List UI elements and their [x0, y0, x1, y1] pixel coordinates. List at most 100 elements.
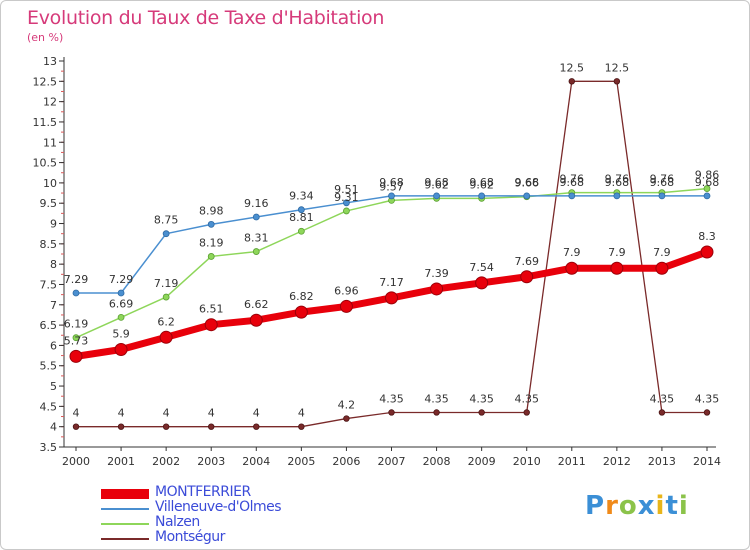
x-tick-label: 2007 — [378, 455, 406, 468]
logo-letter: i — [678, 491, 689, 521]
data-label: 6.19 — [64, 318, 89, 331]
data-point — [388, 192, 395, 200]
x-tick-label: 2012 — [603, 455, 631, 468]
legend-swatch — [101, 489, 149, 499]
data-point — [69, 349, 83, 363]
x-tick-label: 2006 — [332, 455, 360, 468]
data-point — [523, 409, 530, 416]
data-label: 8.31 — [244, 232, 269, 245]
chart-title: Evolution du Taux de Taxe d'Habitation — [27, 7, 385, 29]
logo-letter: t — [665, 491, 679, 521]
data-label: 5.9 — [112, 327, 130, 340]
y-tick-label: 10.5 — [33, 157, 58, 170]
x-tick-label: 2003 — [197, 455, 225, 468]
logo-letter: o — [618, 491, 638, 521]
data-point — [523, 192, 531, 200]
data-label: 9.76 — [605, 173, 630, 186]
data-point — [388, 409, 395, 416]
data-point — [700, 245, 714, 259]
x-tick-label: 2014 — [693, 455, 721, 468]
data-point — [117, 423, 125, 430]
data-point — [433, 409, 440, 416]
x-tick-label: 2010 — [513, 455, 541, 468]
y-tick-label: 7.5 — [40, 278, 58, 291]
data-label: 6.2 — [157, 315, 175, 328]
data-label: 9.62 — [469, 178, 494, 191]
y-tick-label: 5 — [50, 380, 57, 393]
y-tick-label: 13 — [43, 55, 57, 68]
y-tick-label: 12.5 — [33, 75, 58, 88]
data-label: 4.2 — [338, 399, 356, 412]
data-label: 4 — [208, 407, 215, 420]
legend-swatch — [101, 538, 149, 540]
data-label: 9.57 — [379, 180, 404, 193]
data-point — [253, 423, 260, 430]
data-label: 9.68 — [650, 176, 675, 189]
data-point — [658, 192, 666, 200]
data-label: 7.9 — [653, 246, 671, 259]
data-label: 6.62 — [244, 298, 269, 311]
data-label: 7.9 — [563, 246, 581, 259]
logo-letter: x — [637, 491, 656, 521]
data-label: 7.54 — [469, 261, 494, 274]
data-label: 9.68 — [424, 176, 449, 189]
data-point — [658, 409, 666, 416]
data-label: 8.19 — [199, 236, 224, 249]
data-labels-layer: 5.73 5.9 6.2 6.51 6.62 6.82 6.96 7.17 7.39 7.54 7.… — [64, 61, 720, 419]
data-label: 9.76 — [650, 173, 675, 186]
logo-letter: P — [585, 491, 606, 521]
data-label: 9.16 — [244, 197, 269, 210]
data-label: 4 — [163, 407, 170, 420]
x-tick-label: 2001 — [107, 455, 135, 468]
data-point — [613, 192, 621, 200]
series-1 — [72, 192, 711, 297]
data-point — [568, 192, 576, 200]
y-tick-label: 9 — [50, 218, 57, 231]
legend-swatch — [101, 508, 149, 510]
x-tick-label: 2011 — [558, 455, 586, 468]
data-point — [339, 299, 353, 313]
data-label: 9.34 — [289, 190, 314, 203]
data-point — [252, 213, 260, 221]
series-3 — [72, 78, 711, 430]
y-tick-label: 8.5 — [40, 238, 58, 251]
data-label: 7.39 — [424, 267, 449, 280]
y-tick-label: 12 — [43, 96, 57, 109]
data-point — [343, 199, 350, 207]
data-label: 9.76 — [560, 173, 585, 186]
series-layer — [69, 78, 714, 430]
data-label: 6.82 — [289, 290, 314, 303]
data-label: 4.35 — [695, 392, 720, 405]
data-label: 7.19 — [154, 277, 179, 290]
legend-swatch — [101, 523, 149, 525]
data-point — [433, 192, 440, 200]
data-label: 9.66 — [514, 177, 539, 190]
data-label: 9.86 — [695, 169, 720, 182]
data-point — [72, 289, 80, 297]
data-point — [478, 409, 485, 416]
proxiti-logo: Proxiti — [585, 491, 689, 521]
logo-letter: r — [605, 491, 619, 521]
data-point — [655, 261, 669, 275]
data-label: 7.29 — [109, 273, 134, 286]
x-tick-label: 2000 — [62, 455, 90, 468]
data-label: 5.73 — [64, 334, 89, 347]
y-tick-label: 5.5 — [40, 360, 58, 373]
series-0 — [69, 245, 714, 363]
data-label: 9.62 — [424, 178, 449, 191]
x-tick-label: 2004 — [242, 455, 270, 468]
legend-label: MONTFERRIER — [155, 484, 251, 500]
data-label: 9.68 — [695, 176, 720, 189]
data-point — [297, 206, 305, 214]
data-point — [613, 78, 621, 85]
legend-label: Villeneuve-d'Olmes — [155, 499, 282, 515]
data-point — [385, 291, 398, 305]
data-label: 8.3 — [698, 230, 716, 243]
data-label: 9.68 — [379, 176, 404, 189]
data-point — [568, 78, 575, 85]
data-point — [703, 185, 711, 192]
data-label: 6.69 — [109, 297, 134, 310]
y-tick-label: 7 — [50, 299, 57, 312]
